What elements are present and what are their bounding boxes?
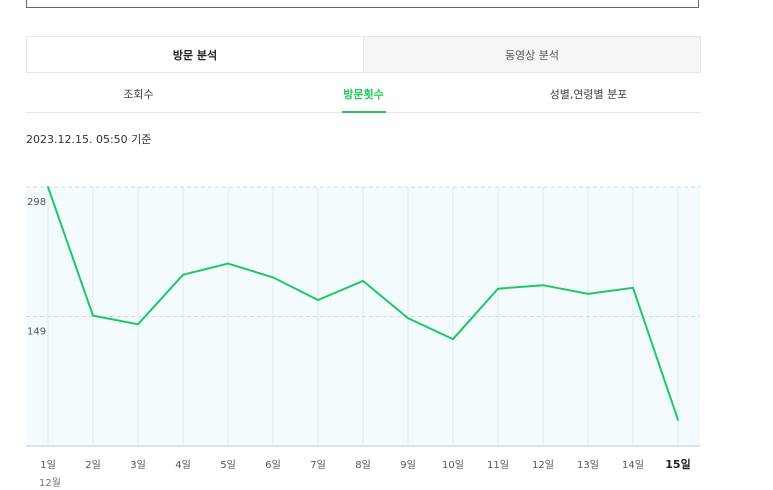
tab-visit-analysis[interactable]: 방문 분석 — [27, 37, 363, 72]
tab-views[interactable]: 조회수 — [123, 87, 154, 101]
x-tick-label: 11일 — [487, 459, 509, 471]
x-tick-label: 13일 — [577, 459, 599, 471]
tab-visit-count[interactable]: 방문횟수 — [251, 75, 476, 112]
data-point[interactable] — [362, 279, 364, 282]
x-tick-label: 10일 — [442, 459, 464, 471]
x-tick-label: 6일 — [265, 459, 281, 471]
data-timestamp: 2023.12.15. 05:50 기준 — [26, 133, 152, 146]
data-point[interactable] — [92, 314, 94, 317]
x-tick-label: 12일 — [532, 459, 554, 471]
y-tick-label: 298 — [27, 197, 46, 208]
sub-tab-bar: 조회수 방문횟수 성별,연령별 분포 — [26, 75, 701, 113]
x-tick-label: 5일 — [220, 459, 236, 471]
data-point[interactable] — [542, 284, 544, 287]
data-point[interactable] — [182, 273, 184, 276]
top-input-box — [26, 0, 699, 8]
x-tick-label: 2일 — [85, 459, 101, 471]
tab-gender-age[interactable]: 성별,연령별 분포 — [549, 87, 628, 101]
x-tick-label: 3일 — [130, 459, 146, 471]
tab-video-analysis[interactable]: 동영상 분석 — [363, 37, 700, 72]
x-tick-label: 7일 — [310, 459, 326, 471]
x-tick-label: 14일 — [622, 459, 644, 471]
data-point[interactable] — [677, 418, 679, 421]
data-point[interactable] — [317, 298, 319, 301]
data-point[interactable] — [47, 186, 49, 188]
data-point[interactable] — [587, 292, 589, 295]
x-tick-label: 15일 — [665, 457, 690, 471]
data-point[interactable] — [137, 323, 139, 326]
x-tick-label: 9일 — [400, 459, 416, 471]
data-point[interactable] — [227, 262, 229, 265]
x-group-label: 12월 — [39, 477, 61, 489]
y-tick-label: 149 — [27, 327, 46, 338]
data-point[interactable] — [272, 276, 274, 279]
x-tick-label: 8일 — [355, 459, 371, 471]
data-point[interactable] — [407, 317, 409, 320]
x-tick-label: 4일 — [175, 459, 191, 471]
data-point[interactable] — [497, 287, 499, 290]
data-point[interactable] — [452, 338, 454, 341]
data-point[interactable] — [632, 286, 634, 289]
main-tab-bar: 방문 분석 동영상 분석 — [26, 36, 701, 73]
x-tick-label: 1일 — [40, 459, 56, 471]
